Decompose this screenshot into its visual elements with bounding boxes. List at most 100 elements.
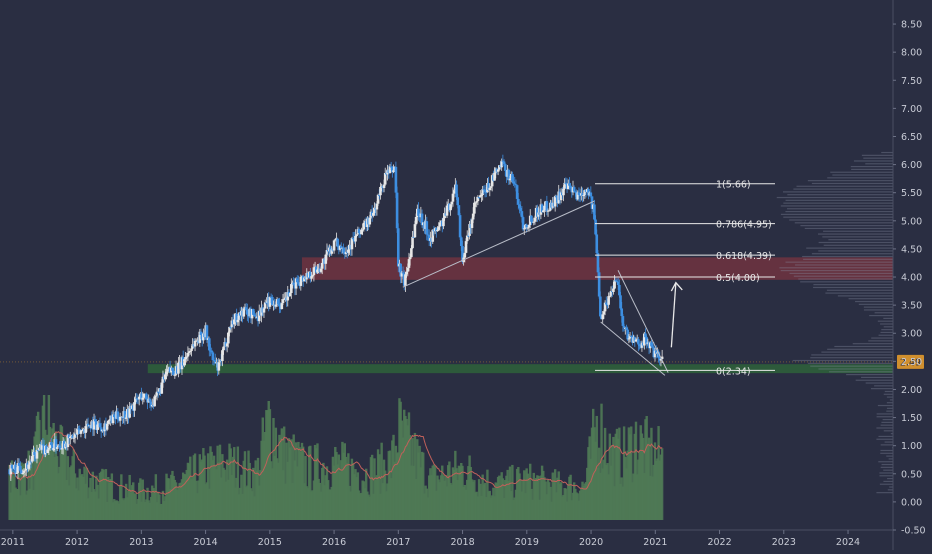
volume-profile-bar: [880, 450, 893, 451]
volume-profile-bar: [882, 464, 893, 465]
volume-profile-bar: [874, 385, 893, 386]
candle-body: [607, 296, 610, 305]
volume-profile-bar: [878, 461, 893, 462]
fib-label: 0(2.34): [716, 366, 751, 377]
volume-profile-bar: [810, 366, 893, 367]
volume-profile-bar: [789, 219, 893, 220]
volume-profile-bar: [834, 346, 893, 347]
volume-profile-bar: [813, 287, 893, 288]
x-tick-label: 2017: [386, 537, 410, 548]
y-tick-label: 4.50: [901, 244, 922, 255]
volume-profile-bar: [823, 231, 893, 232]
y-tick-label: 5.50: [901, 188, 922, 199]
candle-body: [321, 263, 324, 269]
fib-label: 1(5.66): [716, 180, 751, 191]
x-tick-label: 2012: [65, 537, 89, 548]
volume-profile-bar: [827, 349, 893, 350]
volume-profile-bar: [877, 413, 893, 414]
y-tick-label: 3.50: [901, 301, 922, 312]
volume-profile-bar: [797, 186, 893, 187]
volume-profile-bar: [880, 484, 893, 485]
y-tick-label: 1.50: [901, 413, 922, 424]
volume-profile-bar: [813, 284, 893, 285]
candle-body: [411, 237, 414, 248]
volume-profile-bar: [779, 267, 893, 268]
volume-profile-bar: [830, 172, 893, 173]
volume-profile-bar: [863, 158, 893, 159]
candle-body: [525, 225, 528, 228]
volume-profile-bar: [876, 439, 893, 440]
volume-profile-bar: [851, 169, 893, 170]
y-tick-label: 0.00: [901, 497, 922, 508]
volume-profile-bar: [880, 453, 893, 454]
candle-body: [263, 309, 266, 313]
x-tick-label: 2023: [772, 537, 796, 548]
y-tick-label: 3.00: [901, 329, 922, 340]
candle-body: [599, 297, 602, 317]
volume-profile-bar: [879, 472, 893, 473]
candle-body: [590, 192, 593, 196]
y-tick-label: 4.00: [901, 273, 922, 284]
volume-profile-bar: [832, 174, 893, 175]
volume-profile-bar: [781, 214, 893, 215]
volume-profile-bar: [800, 281, 893, 282]
volume-profile-bar: [868, 340, 893, 341]
y-tick-label: 5.00: [901, 216, 922, 227]
volume-profile-bar: [777, 197, 893, 198]
volume-profile-bar: [805, 228, 893, 229]
volume-profile-bar: [787, 194, 893, 195]
volume-profile-bar: [829, 371, 893, 372]
volume-profile-bar: [851, 166, 893, 167]
volume-profile-bar: [876, 492, 893, 493]
y-tick-label: 6.50: [901, 132, 922, 143]
candle-body: [11, 465, 14, 469]
volume-profile-bar: [880, 323, 893, 324]
volume-profile-bar: [865, 163, 893, 164]
volume-profile-bar: [881, 422, 893, 423]
volume-profile-bar: [812, 183, 893, 184]
volume-profile-bar: [883, 481, 893, 482]
volume-profile-bar: [786, 200, 893, 201]
candle-body: [464, 253, 467, 258]
volume-profile-bar: [881, 425, 893, 426]
candle-body: [363, 223, 366, 230]
volume-profile-bar: [876, 427, 893, 428]
volume-profile-bar: [861, 377, 893, 378]
volume-profile-bar: [794, 276, 893, 277]
volume-profile-bar: [806, 248, 893, 249]
x-tick-label: 2018: [450, 537, 474, 548]
x-tick-label: 2024: [836, 537, 860, 548]
volume-profile-bar: [800, 225, 893, 226]
volume-profile-bar: [878, 405, 893, 406]
volume-profile-bar: [883, 419, 893, 420]
volume-profile-bar: [783, 191, 893, 192]
volume-profile-bar: [795, 264, 893, 265]
volume-profile-bar: [853, 343, 893, 344]
volume-profile-bar: [884, 394, 893, 395]
volume-profile-bar: [859, 304, 893, 305]
fib-label: 0.5(4.00): [716, 273, 760, 284]
x-tick-label: 2019: [515, 537, 539, 548]
volume-profile-bar: [824, 245, 893, 246]
volume-profile-bar: [877, 416, 893, 417]
x-tick-label: 2021: [643, 537, 667, 548]
volume-profile-bar: [783, 203, 893, 204]
volume-profile-bar: [821, 352, 893, 353]
volume-profile-bar: [871, 388, 893, 389]
x-tick-label: 2013: [129, 537, 153, 548]
volume-profile-bar: [849, 298, 893, 299]
volume-profile-bar: [883, 318, 893, 319]
volume-profile-bar: [822, 236, 893, 237]
volume-profile-bar: [781, 205, 893, 206]
volume-profile-bar: [884, 430, 893, 431]
volume-profile-bar: [793, 360, 893, 361]
y-tick-label: 0.50: [901, 469, 922, 480]
volume-profile-bar: [785, 262, 893, 263]
volume-profile-bar: [798, 278, 893, 279]
volume-profile-bar: [880, 332, 893, 333]
candle-body: [222, 347, 225, 351]
x-tick-label: 2015: [258, 537, 282, 548]
volume-profile-bar: [881, 467, 893, 468]
volume-profile-bar: [827, 177, 893, 178]
